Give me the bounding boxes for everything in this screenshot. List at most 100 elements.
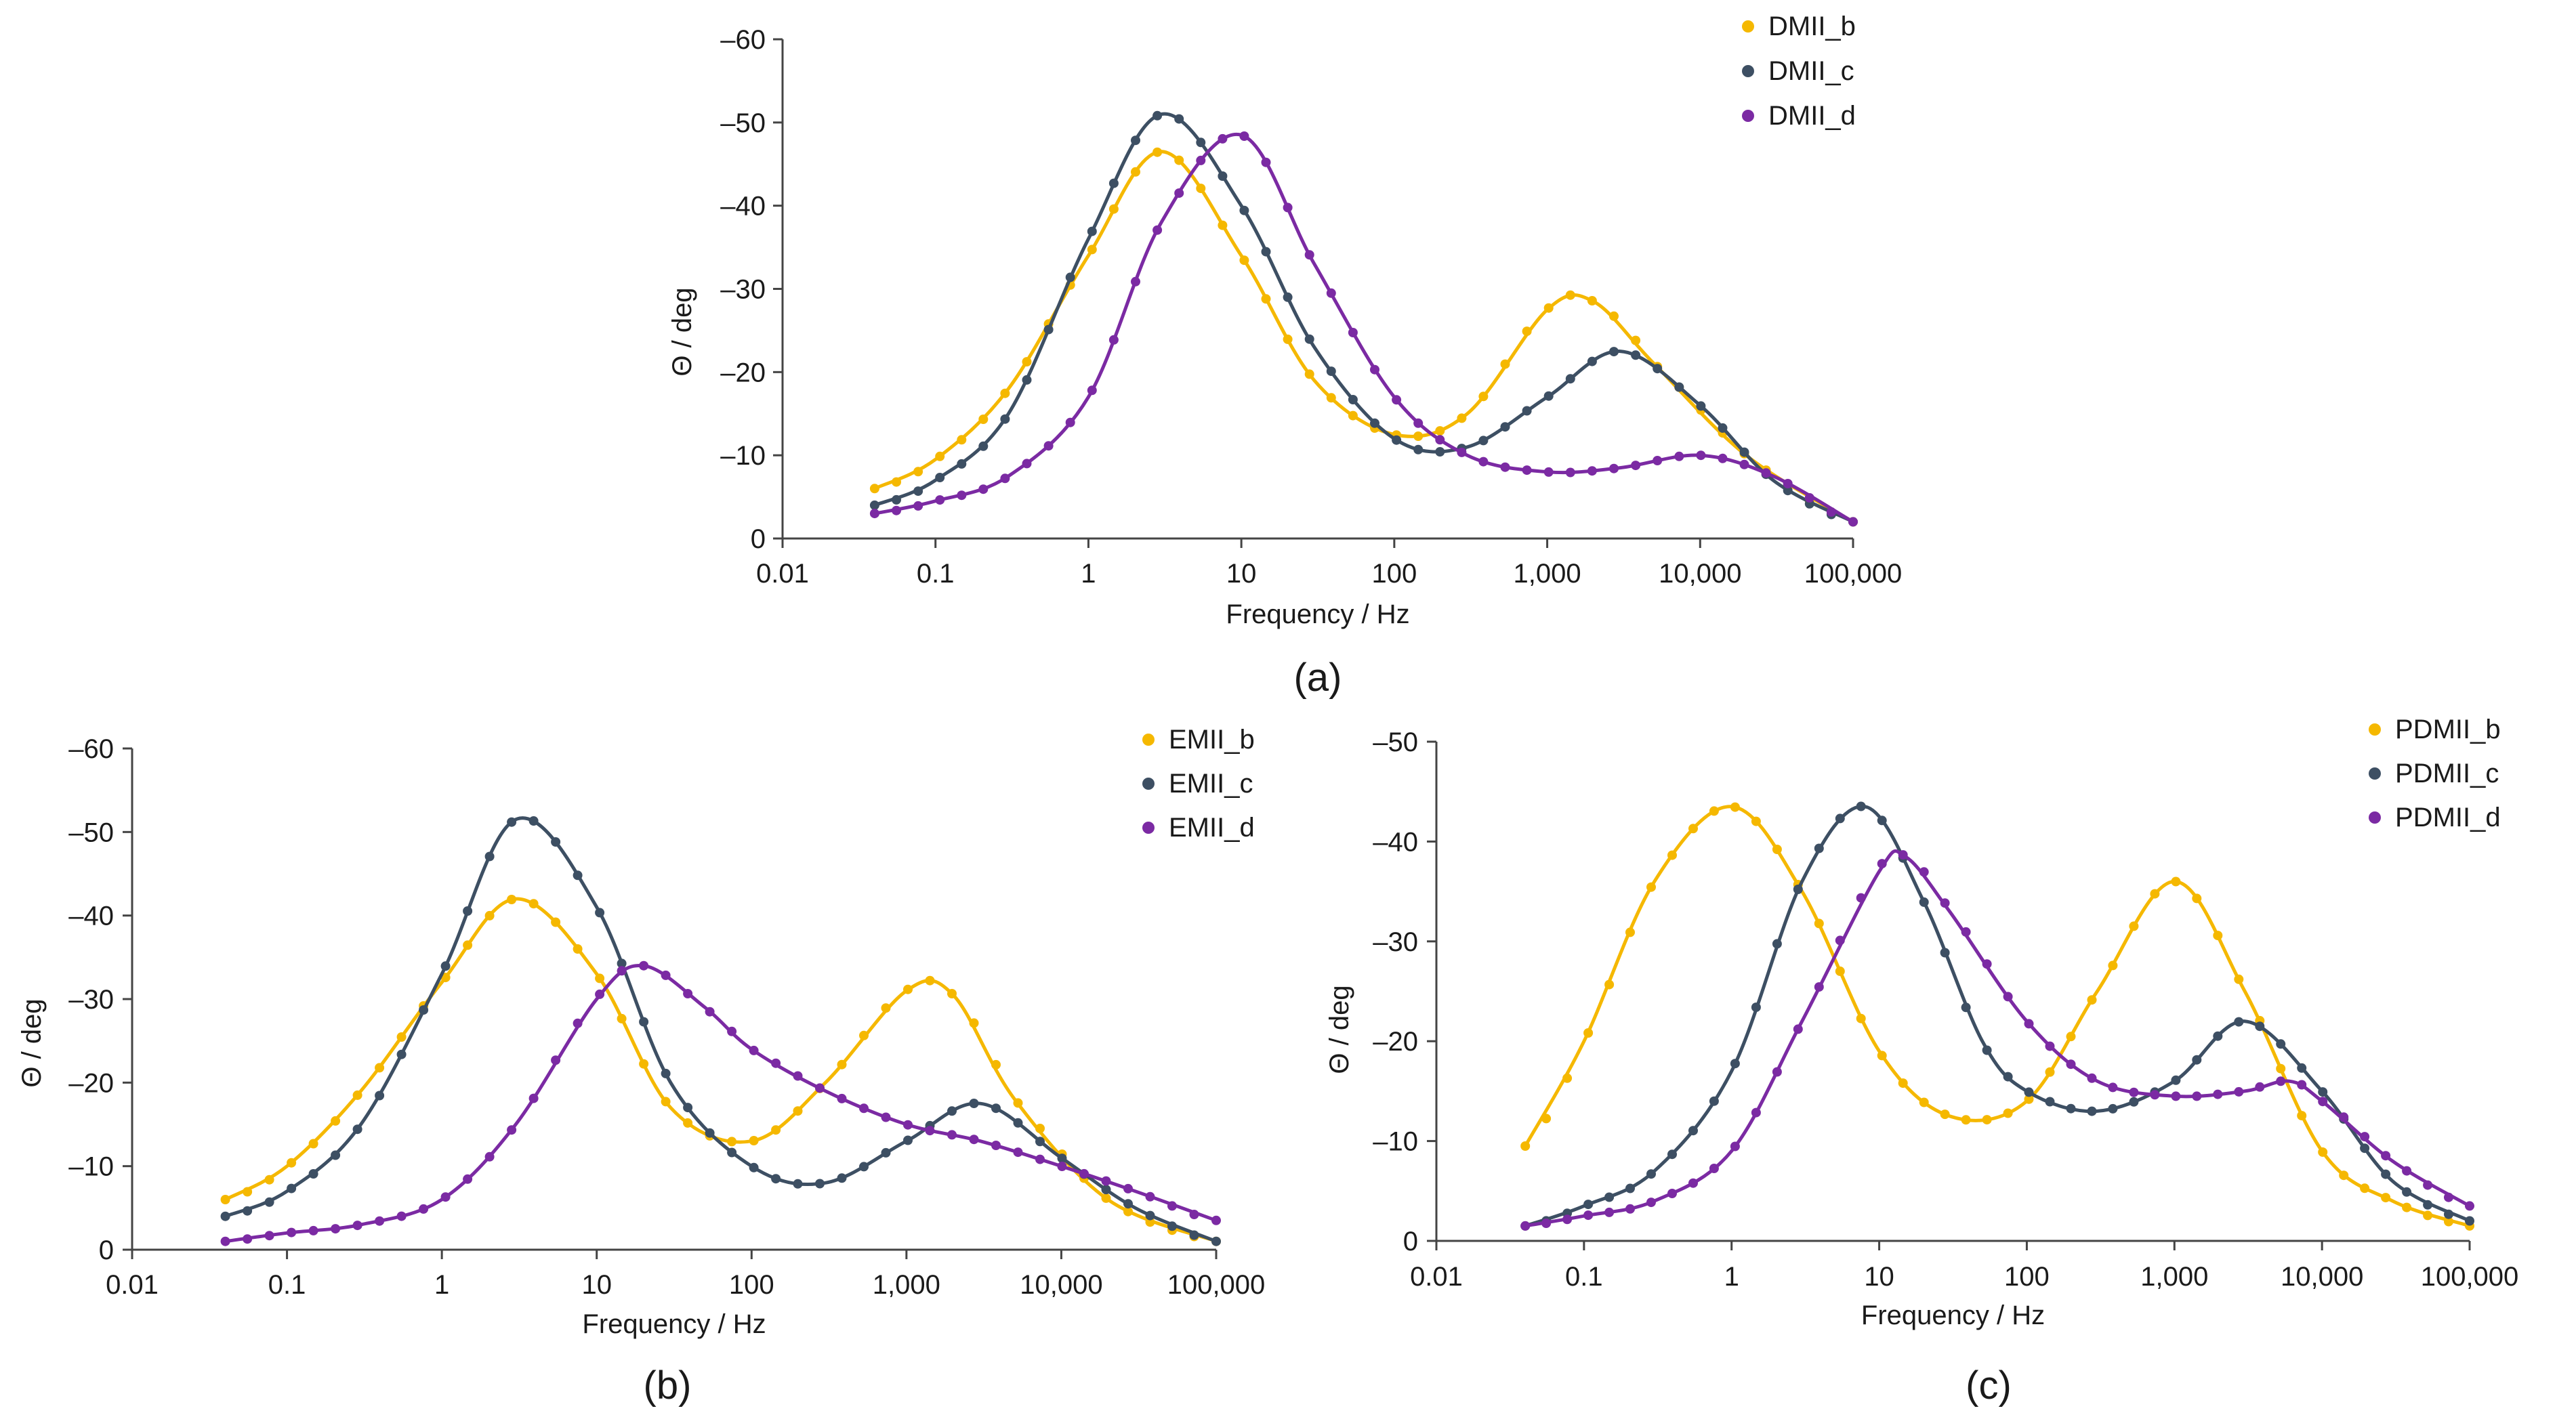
series-DMII_c bbox=[869, 110, 1858, 527]
y-tick-label: –30 bbox=[68, 985, 114, 1015]
data-point bbox=[2339, 1112, 2349, 1122]
data-point bbox=[1189, 1230, 1199, 1240]
data-point bbox=[1587, 356, 1597, 366]
data-point bbox=[1174, 114, 1184, 124]
data-point bbox=[352, 1124, 362, 1135]
x-tick-label: 1,000 bbox=[1514, 559, 1581, 589]
data-point bbox=[1087, 385, 1097, 396]
data-point bbox=[727, 1137, 737, 1147]
y-tick-label: –50 bbox=[68, 818, 114, 847]
data-point bbox=[2150, 1090, 2160, 1100]
data-point bbox=[1667, 1189, 1677, 1198]
data-point bbox=[617, 958, 627, 969]
data-point bbox=[2381, 1151, 2391, 1161]
data-point bbox=[749, 1162, 759, 1172]
data-point bbox=[1196, 184, 1206, 194]
data-point bbox=[1101, 1176, 1111, 1186]
data-point bbox=[1057, 1162, 1067, 1171]
data-point bbox=[1152, 225, 1163, 235]
y-tick-label: –10 bbox=[68, 1152, 114, 1182]
data-point bbox=[1348, 395, 1358, 404]
y-tick-label: –40 bbox=[68, 902, 114, 931]
data-point bbox=[1772, 845, 1782, 854]
data-point bbox=[1174, 155, 1184, 165]
data-point bbox=[2255, 1021, 2265, 1032]
data-point bbox=[1013, 1098, 1023, 1108]
data-point bbox=[1631, 335, 1641, 345]
data-point bbox=[1108, 204, 1119, 214]
data-point bbox=[243, 1187, 253, 1197]
data-point bbox=[2129, 921, 2139, 931]
data-point bbox=[595, 973, 605, 984]
data-point bbox=[1522, 326, 1532, 337]
data-point bbox=[1583, 1028, 1594, 1038]
series-line bbox=[873, 112, 1855, 524]
data-point bbox=[1772, 939, 1782, 949]
data-point bbox=[551, 1055, 561, 1065]
chart-panel-3: 0.01 0.1 1 10 100 1,000 10,000 100,000 0 –10 –20 –3… bbox=[1325, 715, 2518, 1408]
data-point bbox=[1751, 816, 1761, 826]
data-point bbox=[1000, 388, 1010, 398]
data-point bbox=[2087, 1106, 2097, 1116]
data-point bbox=[1035, 1137, 1045, 1147]
data-point bbox=[815, 1083, 825, 1093]
data-point bbox=[903, 1135, 913, 1145]
data-point bbox=[1435, 447, 1445, 457]
data-point bbox=[1587, 466, 1597, 476]
data-point bbox=[1478, 457, 1489, 467]
data-point bbox=[2318, 1087, 2328, 1097]
data-point bbox=[815, 1179, 825, 1189]
data-point bbox=[1108, 335, 1119, 345]
x-tick-label: 0.01 bbox=[106, 1270, 159, 1300]
series-EMII_b bbox=[220, 895, 1221, 1246]
y-tick-label: –40 bbox=[1373, 827, 1418, 857]
data-point bbox=[2045, 1097, 2055, 1107]
data-point bbox=[1856, 801, 1866, 811]
data-point bbox=[1730, 802, 1740, 812]
data-point bbox=[1000, 473, 1010, 484]
y-tick-label: –40 bbox=[720, 192, 766, 221]
y-tick-label: –30 bbox=[720, 275, 766, 305]
data-point bbox=[375, 1216, 385, 1226]
data-point bbox=[903, 1120, 913, 1130]
x-tick-label: 10 bbox=[1226, 559, 1257, 589]
y-tick-label: –30 bbox=[1373, 927, 1418, 957]
data-point bbox=[2297, 1080, 2307, 1090]
data-point bbox=[573, 1018, 583, 1028]
series-line bbox=[1523, 849, 2472, 1228]
x-tick-label: 0.01 bbox=[756, 559, 809, 589]
data-point bbox=[1653, 456, 1663, 465]
y-tick-label: –10 bbox=[1373, 1127, 1418, 1157]
data-point bbox=[1814, 982, 1824, 992]
data-point bbox=[925, 1126, 935, 1136]
y-axis-label: Θ / deg bbox=[667, 287, 697, 376]
data-point bbox=[2192, 1091, 2202, 1101]
data-point bbox=[1283, 203, 1293, 213]
x-tick-label: 100,000 bbox=[1804, 559, 1903, 589]
data-point bbox=[1835, 813, 1845, 824]
data-point bbox=[1101, 1185, 1111, 1195]
legend-marker bbox=[1142, 822, 1155, 834]
data-point bbox=[1500, 422, 1510, 432]
data-point bbox=[1856, 893, 1866, 903]
data-point bbox=[1478, 392, 1489, 402]
data-point bbox=[978, 415, 989, 424]
data-point bbox=[1261, 157, 1271, 167]
data-point bbox=[935, 451, 945, 461]
chart-panel-1: 0.01 0.1 1 10 100 1,000 10,000 100,000 0 –10 –20 –3… bbox=[667, 12, 1902, 700]
data-point bbox=[1326, 366, 1336, 377]
y-tick-label: –50 bbox=[1373, 727, 1418, 757]
data-point bbox=[1478, 436, 1489, 446]
data-point bbox=[2024, 1019, 2034, 1029]
data-point bbox=[793, 1106, 803, 1116]
data-point bbox=[2108, 960, 2118, 971]
legend-label: DMII_d bbox=[1768, 101, 1856, 131]
data-point bbox=[287, 1227, 297, 1238]
data-point bbox=[1167, 1201, 1177, 1211]
data-point bbox=[1413, 444, 1424, 454]
data-point bbox=[2423, 1210, 2433, 1221]
data-point bbox=[1604, 1207, 1615, 1217]
data-point bbox=[573, 944, 583, 954]
data-point bbox=[2276, 1039, 2286, 1049]
data-point bbox=[507, 895, 517, 904]
